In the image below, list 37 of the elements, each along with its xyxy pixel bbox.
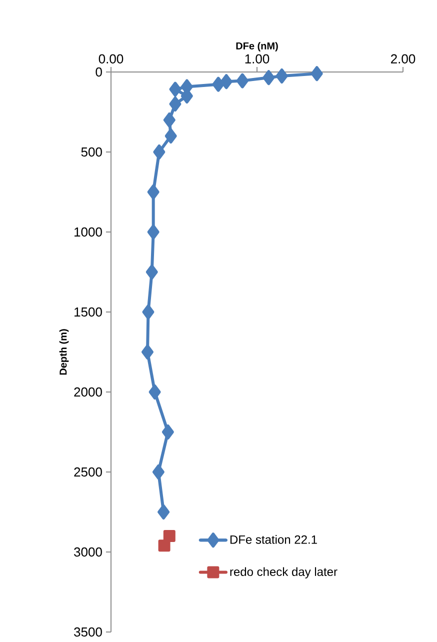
point (162, 424, 174, 440)
x-tick-label: 2.00 (391, 54, 416, 64)
point (152, 464, 164, 480)
point (276, 68, 288, 84)
point (153, 144, 166, 160)
x-tick-label: 0.00 (98, 54, 124, 64)
y-tick-label: 1000 (74, 227, 102, 237)
y-tick-label: 500 (81, 147, 102, 157)
point (142, 344, 154, 360)
point (163, 112, 176, 128)
point (146, 264, 158, 280)
point (236, 73, 248, 88)
x-axis-title: DFe (nM) (236, 42, 278, 52)
y-tick-label: 0 (96, 67, 102, 77)
point (148, 384, 161, 400)
point (163, 530, 176, 542)
point (310, 66, 323, 82)
point (147, 184, 160, 200)
point (212, 76, 224, 92)
point (262, 70, 275, 86)
legend-label: redo check day later (230, 567, 338, 578)
legend-label: DFe station 22.1 (230, 535, 317, 544)
point (169, 82, 182, 97)
point (158, 504, 170, 520)
point (142, 304, 154, 320)
point (169, 96, 182, 112)
y-tick-label: 2000 (74, 387, 102, 397)
x-tick-label: 1.00 (245, 54, 270, 64)
y-tick-label: 3500 (74, 627, 102, 637)
y-tick-label: 1500 (74, 307, 102, 317)
point (164, 128, 177, 144)
y-tick-label: 2500 (74, 467, 102, 477)
point (220, 74, 232, 90)
point (147, 224, 160, 240)
y-tick-label: 3000 (74, 547, 102, 557)
y-axis-title: Depth (m) (59, 329, 69, 375)
point (158, 540, 170, 552)
